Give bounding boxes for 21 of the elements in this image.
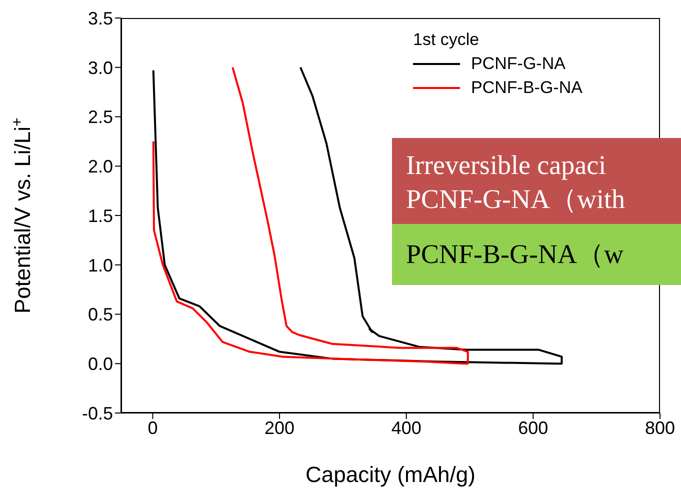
y-tick-label: 0.0 [88,354,113,374]
y-tick-label: 2.5 [88,107,113,128]
x-axis-title: Capacity (mAh/g) [306,462,476,487]
annotation: Irreversible capaci [406,149,608,182]
y-tick-label: 1.5 [88,206,113,226]
legend-label: PCNF-B-G-NA [471,77,582,99]
y-tick-label: 0.5 [88,304,113,325]
annotation: PCNF-B-G-NA（w [392,224,681,285]
y-tick-label: 1.0 [88,255,113,276]
annotation: PCNF-G-NA（with [406,183,626,216]
legend-label: PCNF-G-NA [471,53,566,75]
y-tick-label: 2.0 [88,156,113,177]
x-tick-label: 400 [391,418,422,438]
legend-title: 1st cycle [412,29,480,51]
x-tick-label: 800 [644,418,676,438]
y-tick-label: 3.5 [88,8,113,28]
y-tick-label: 3.0 [88,58,113,78]
x-tick-label: 200 [264,418,295,438]
x-tick-label: 0 [148,418,158,438]
x-tick-label: 600 [518,418,548,438]
y-tick-label: -0.5 [82,403,113,424]
